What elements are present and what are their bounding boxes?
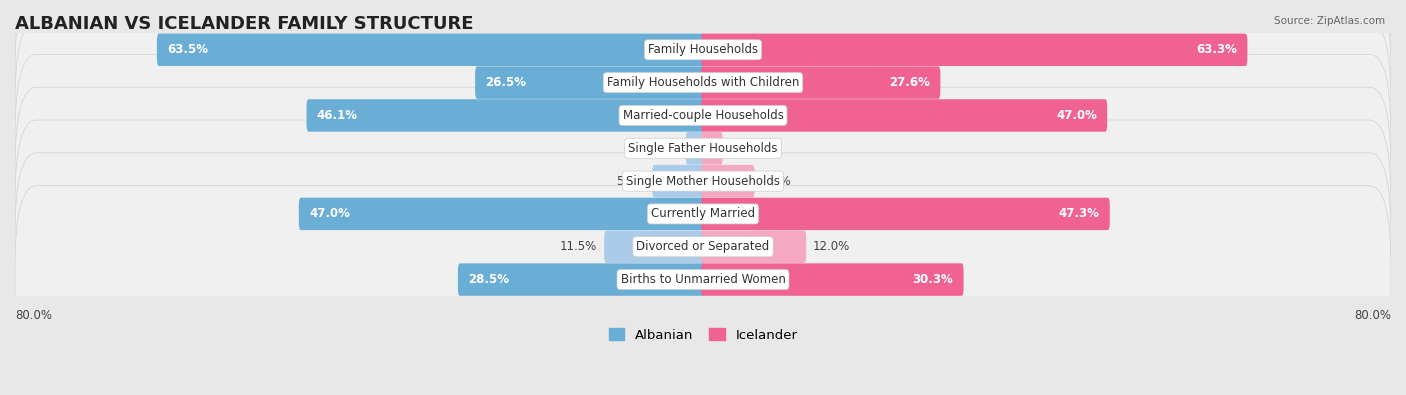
Text: 47.0%: 47.0% [309, 207, 350, 220]
Text: Currently Married: Currently Married [651, 207, 755, 220]
FancyBboxPatch shape [652, 165, 704, 198]
FancyBboxPatch shape [686, 132, 704, 164]
FancyBboxPatch shape [15, 55, 1391, 242]
FancyBboxPatch shape [157, 34, 704, 66]
FancyBboxPatch shape [15, 120, 1391, 308]
FancyBboxPatch shape [605, 231, 704, 263]
FancyBboxPatch shape [475, 66, 704, 99]
FancyBboxPatch shape [702, 66, 941, 99]
Text: Family Households: Family Households [648, 43, 758, 56]
Text: 26.5%: 26.5% [485, 76, 526, 89]
Text: 28.5%: 28.5% [468, 273, 509, 286]
Text: 30.3%: 30.3% [912, 273, 953, 286]
Text: 80.0%: 80.0% [1354, 309, 1391, 322]
Text: Births to Unmarried Women: Births to Unmarried Women [620, 273, 786, 286]
Text: 80.0%: 80.0% [15, 309, 52, 322]
FancyBboxPatch shape [15, 186, 1391, 373]
FancyBboxPatch shape [702, 231, 806, 263]
Text: 47.3%: 47.3% [1059, 207, 1099, 220]
FancyBboxPatch shape [15, 153, 1391, 340]
Text: ALBANIAN VS ICELANDER FAMILY STRUCTURE: ALBANIAN VS ICELANDER FAMILY STRUCTURE [15, 15, 474, 33]
FancyBboxPatch shape [15, 22, 1391, 209]
Text: 63.3%: 63.3% [1197, 43, 1237, 56]
Text: Single Father Households: Single Father Households [628, 142, 778, 155]
FancyBboxPatch shape [702, 99, 1107, 132]
Text: 2.0%: 2.0% [650, 142, 679, 155]
FancyBboxPatch shape [15, 0, 1391, 177]
FancyBboxPatch shape [702, 34, 1247, 66]
Text: Family Households with Children: Family Households with Children [607, 76, 799, 89]
Text: 46.1%: 46.1% [316, 109, 359, 122]
Text: 11.5%: 11.5% [560, 240, 598, 253]
FancyBboxPatch shape [299, 198, 704, 230]
FancyBboxPatch shape [702, 263, 963, 296]
Text: Married-couple Households: Married-couple Households [623, 109, 783, 122]
Text: 12.0%: 12.0% [813, 240, 851, 253]
FancyBboxPatch shape [702, 132, 723, 164]
Text: 6.0%: 6.0% [762, 175, 792, 188]
Legend: Albanian, Icelander: Albanian, Icelander [603, 323, 803, 347]
Text: Source: ZipAtlas.com: Source: ZipAtlas.com [1274, 16, 1385, 26]
FancyBboxPatch shape [15, 0, 1391, 144]
Text: 5.9%: 5.9% [616, 175, 645, 188]
Text: 27.6%: 27.6% [889, 76, 929, 89]
Text: 63.5%: 63.5% [167, 43, 208, 56]
Text: Divorced or Separated: Divorced or Separated [637, 240, 769, 253]
FancyBboxPatch shape [15, 87, 1391, 275]
Text: 2.3%: 2.3% [730, 142, 759, 155]
Text: Single Mother Households: Single Mother Households [626, 175, 780, 188]
FancyBboxPatch shape [307, 99, 704, 132]
FancyBboxPatch shape [458, 263, 704, 296]
FancyBboxPatch shape [702, 198, 1109, 230]
Text: 47.0%: 47.0% [1056, 109, 1097, 122]
FancyBboxPatch shape [702, 165, 755, 198]
